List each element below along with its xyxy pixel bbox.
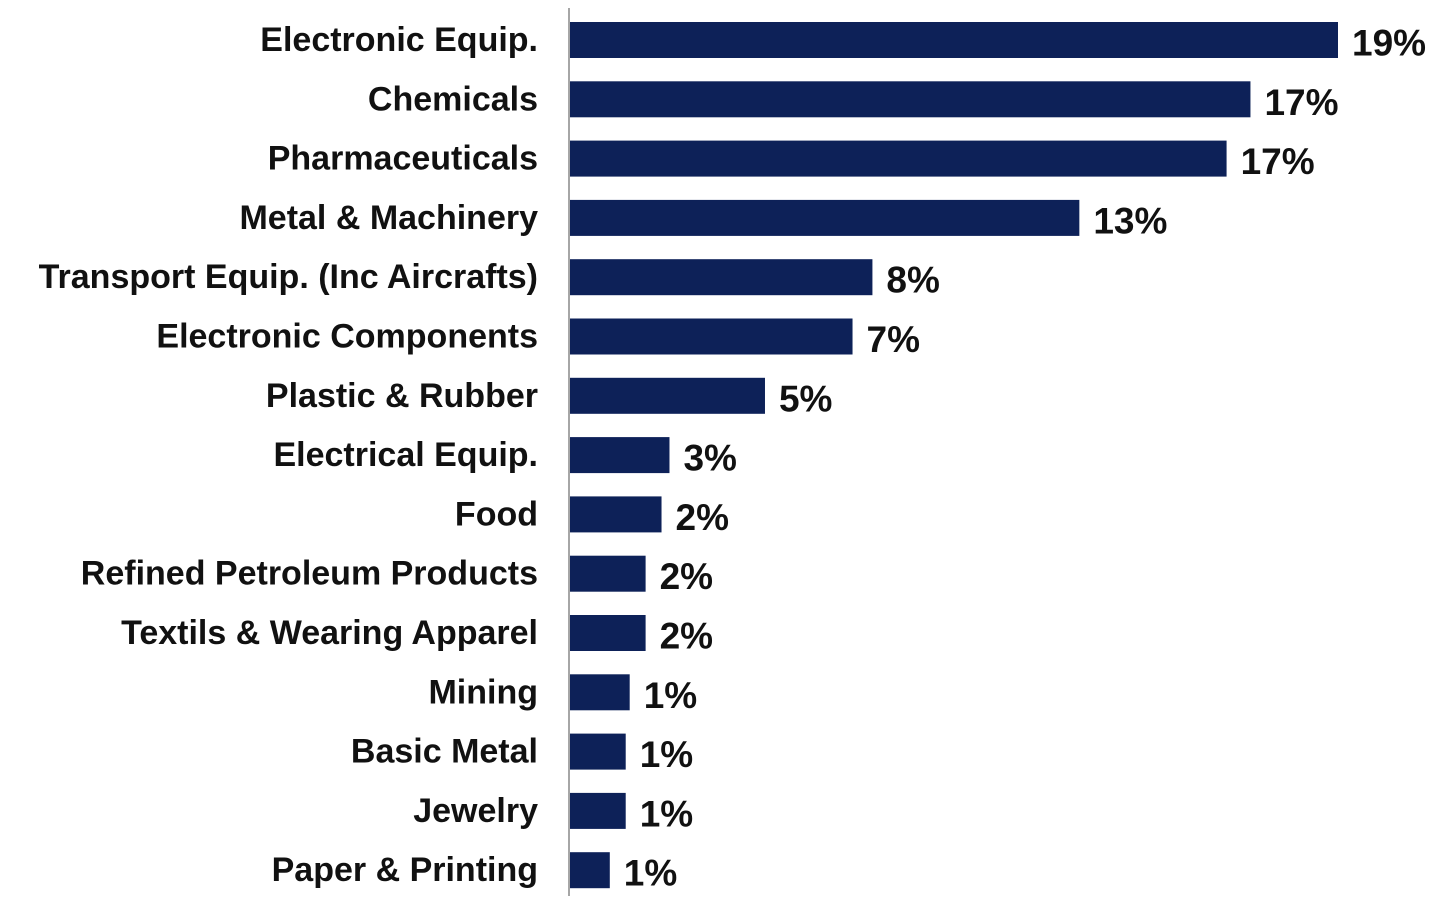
bar [570,615,646,651]
bar-row: Textils & Wearing Apparel 2% [121,614,713,657]
bar [570,496,662,533]
data-label: 19% [1352,23,1426,64]
data-label: 3% [683,438,736,479]
bar [570,140,1227,177]
bar [570,81,1251,118]
bar [570,852,610,889]
bar [570,792,626,829]
data-label: 1% [640,793,693,834]
category-label: Electrical Equip. [273,436,538,474]
category-label: Electronic Components [156,318,538,356]
bar-row: Plastic & Rubber 5% [266,377,833,420]
bar [570,22,1338,58]
data-label: 1% [624,853,677,894]
bar-row: Pharmaceuticals 17% [268,140,1315,183]
category-label: Jewelry [413,792,538,830]
category-label: Metal & Machinery [239,199,538,237]
bar [570,437,670,474]
bar [570,318,853,355]
category-label: Mining [428,673,538,711]
category-label: Refined Petroleum Products [81,555,538,593]
bar [570,733,626,770]
data-label: 8% [886,260,939,301]
bar-row: Electronic Components 7% [156,318,920,361]
bar-row: Mining 1% [428,673,697,716]
data-label: 17% [1241,141,1315,182]
bar-row: Metal & Machinery 13% [239,199,1167,242]
data-label: 2% [660,556,713,597]
category-label: Food [455,495,538,533]
category-label: Plastic & Rubber [266,377,538,415]
category-label: Pharmaceuticals [268,140,538,178]
data-label: 7% [867,319,920,360]
bar-row: Electrical Equip. 3% [273,436,736,479]
bar [570,199,1080,236]
bar [570,555,646,592]
bar [570,674,630,711]
category-label: Paper & Printing [272,851,538,889]
data-label: 2% [660,616,713,657]
category-label: Chemicals [368,80,538,118]
bar-row: Transport Equip. (Inc Aircrafts) 8% [39,258,940,301]
bar-row: Refined Petroleum Products 2% [81,555,713,598]
bar-row: Food 2% [455,495,729,538]
data-label: 1% [644,675,697,716]
bar-row: Jewelry 1% [413,792,693,835]
bar-row: Basic Metal 1% [351,733,693,776]
data-label: 17% [1264,82,1338,123]
category-label: Basic Metal [351,733,538,771]
data-label: 1% [640,734,693,775]
bar-row: Paper & Printing 1% [272,851,678,894]
data-label: 13% [1093,200,1167,241]
data-label: 2% [676,497,729,538]
category-label: Transport Equip. (Inc Aircrafts) [39,258,538,296]
category-label: Textils & Wearing Apparel [121,614,538,652]
bar-row: Electronic Equip. 19% [260,21,1426,64]
bar [570,259,873,296]
data-label: 5% [779,378,832,419]
bar-row: Chemicals 17% [368,80,1339,123]
bar [570,377,765,414]
category-label: Electronic Equip. [260,21,538,59]
